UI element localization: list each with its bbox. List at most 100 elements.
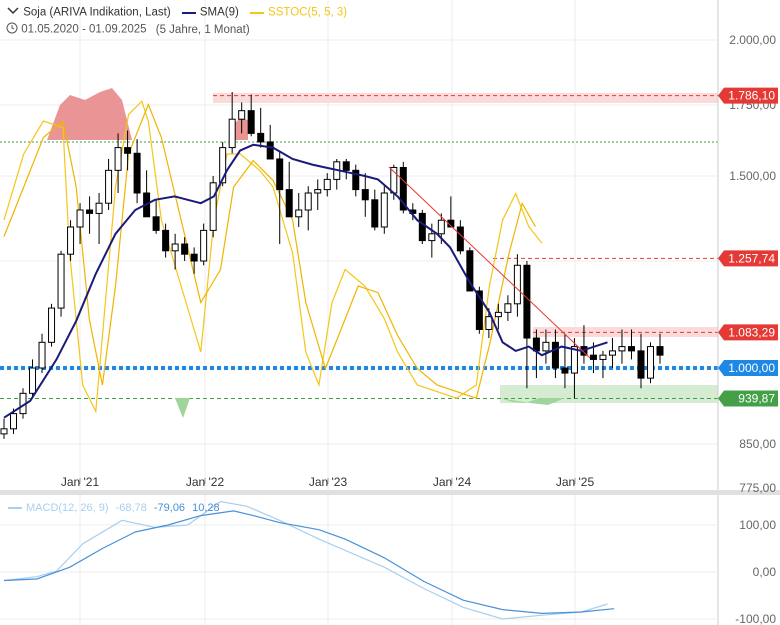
candle-body xyxy=(532,337,540,352)
candle-body xyxy=(48,307,56,343)
duration: (5 Jahre, 1 Monat) xyxy=(155,23,250,36)
candle-body xyxy=(513,264,521,305)
candle xyxy=(114,133,122,193)
candle-body xyxy=(114,147,122,171)
candle-body xyxy=(38,341,46,369)
sma-line xyxy=(3,143,608,419)
x-tick-label: Jan '24 xyxy=(433,475,472,489)
support-band-939 xyxy=(500,385,718,403)
candle-body xyxy=(314,189,322,194)
sstoc-legend: SSTOC(5, 5, 3) xyxy=(268,6,348,19)
level-label-text: 1.000,00 xyxy=(728,361,775,375)
candle xyxy=(599,350,607,379)
sstoc-slow-line xyxy=(3,102,536,399)
candle-body xyxy=(504,303,512,313)
candle xyxy=(542,329,550,364)
candle xyxy=(0,418,8,439)
chevron-down-icon[interactable] xyxy=(6,5,20,20)
candle xyxy=(124,130,132,171)
candle-body xyxy=(86,209,94,214)
macd-y-axis: 100,00 0,00 -100,00 xyxy=(735,518,776,625)
candle xyxy=(646,342,654,384)
sstoc-overbought-fill xyxy=(47,88,132,140)
candle xyxy=(513,254,521,317)
macd-y-tick-label: 0,00 xyxy=(753,565,777,579)
candle-body xyxy=(209,182,217,231)
y-tick-label: 775,00 xyxy=(739,481,776,495)
candle xyxy=(418,210,426,244)
candle-body xyxy=(589,354,597,360)
level-label-tag xyxy=(718,390,778,407)
candle xyxy=(551,329,559,379)
candle xyxy=(380,186,388,234)
candle-body xyxy=(266,141,274,160)
candle-body xyxy=(570,346,578,374)
candle xyxy=(162,223,170,258)
candle xyxy=(475,286,483,334)
candle-body xyxy=(200,229,208,262)
candle xyxy=(209,176,217,238)
candle xyxy=(228,92,236,154)
level-label-text: 939,87 xyxy=(738,391,775,405)
instrument-title: Soja (ARIVA Indikation, Last) xyxy=(23,6,171,19)
candle-body xyxy=(361,189,369,201)
candle-body xyxy=(228,118,236,149)
candle xyxy=(247,94,255,137)
candle xyxy=(608,338,616,368)
candle-body xyxy=(29,367,37,394)
candle-body xyxy=(304,192,312,211)
candle xyxy=(314,179,322,210)
sstoc-legend-swatch xyxy=(250,11,265,14)
candle xyxy=(494,303,502,330)
candle-body xyxy=(437,219,445,235)
candle xyxy=(295,193,303,227)
candle-body xyxy=(57,253,65,309)
macd-y-tick-label: -100,00 xyxy=(735,612,776,625)
candle xyxy=(200,223,208,266)
candle xyxy=(342,158,350,180)
candle xyxy=(618,329,626,364)
level-lines xyxy=(0,95,718,399)
candle-body xyxy=(238,110,246,120)
candle xyxy=(57,250,65,317)
candle xyxy=(276,150,284,244)
level-label: 1.257,74 xyxy=(718,250,778,267)
candle xyxy=(570,338,578,399)
macd-legend-swatch xyxy=(8,507,22,510)
candle xyxy=(76,203,84,244)
candle-body xyxy=(618,346,626,352)
level-label-tag xyxy=(718,324,778,341)
macd-value-1: -68,78 xyxy=(115,502,147,514)
candle-body xyxy=(352,169,360,191)
candle-body xyxy=(371,199,379,228)
y-tick-label: 2.000,00 xyxy=(729,33,776,47)
candle xyxy=(656,333,664,364)
candle-body xyxy=(475,290,483,330)
level-label-tag xyxy=(718,87,778,104)
level-label-text: 1.786,10 xyxy=(728,89,775,103)
candle-body xyxy=(561,367,569,374)
candle xyxy=(190,247,198,274)
candle-body xyxy=(485,316,493,330)
y-tick-label: 850,00 xyxy=(739,437,776,451)
level-label-text: 1.257,74 xyxy=(728,251,775,265)
candle-body xyxy=(10,413,18,430)
candle-body xyxy=(599,354,607,360)
sstoc-overbought-fill-2 xyxy=(233,118,248,140)
y-tick-label: 1.500,00 xyxy=(729,169,776,183)
sstoc-fast-line xyxy=(3,100,543,414)
downtrend-line xyxy=(388,166,591,359)
candle xyxy=(323,173,331,197)
candle xyxy=(67,220,75,261)
level-label: 1.000,00 xyxy=(718,360,778,376)
candles xyxy=(0,92,664,439)
resistance-band-1786 xyxy=(213,93,718,103)
x-tick-label: Jan '22 xyxy=(186,475,225,489)
candle-body xyxy=(95,202,103,214)
candle-body xyxy=(257,132,265,143)
candle xyxy=(266,124,274,160)
candle xyxy=(171,233,179,270)
candle-body xyxy=(542,341,550,352)
candle xyxy=(86,196,94,234)
